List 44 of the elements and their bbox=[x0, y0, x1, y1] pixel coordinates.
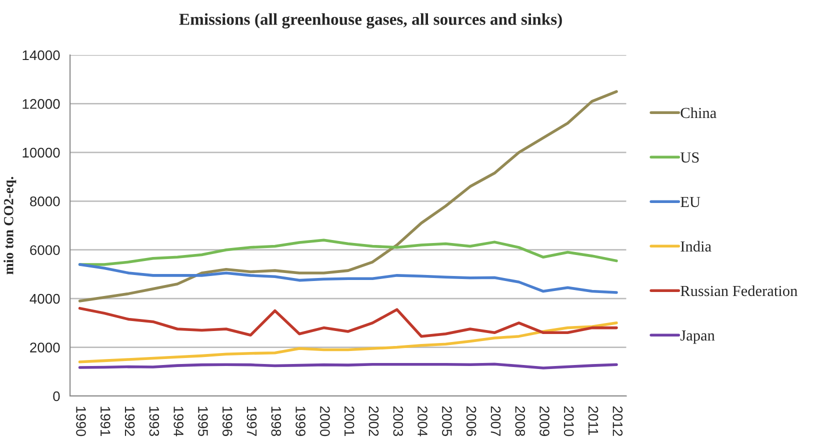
x-tick-label: 2001 bbox=[344, 406, 354, 436]
y-axis-title: mio ton CO2-eq. bbox=[4, 176, 16, 274]
legend-label: China bbox=[680, 107, 716, 118]
line-series bbox=[78, 90, 618, 302]
x-tick-label: 2000 bbox=[320, 406, 330, 436]
x-tick-label: 1992 bbox=[124, 406, 135, 436]
line-series bbox=[78, 322, 618, 364]
x-tick-label: 1996 bbox=[222, 406, 232, 436]
y-tick-label: 6000 bbox=[30, 245, 60, 256]
legend-label: US bbox=[680, 152, 699, 163]
y-tick-label: 14000 bbox=[22, 50, 60, 60]
legend-label: India bbox=[680, 240, 712, 252]
x-tick-label: 2010 bbox=[564, 406, 574, 436]
x-tick-label: 1990 bbox=[76, 406, 86, 436]
x-tick-label: 1998 bbox=[271, 406, 282, 436]
x-tick-label: 1995 bbox=[198, 406, 208, 436]
y-tick-label: 12000 bbox=[22, 99, 60, 109]
x-tick-label: 1997 bbox=[246, 406, 257, 436]
line-series bbox=[78, 263, 618, 294]
x-tick-label: 2012 bbox=[612, 406, 623, 436]
y-tick-label: 4000 bbox=[30, 294, 60, 304]
legend-label: Japan bbox=[680, 330, 715, 344]
x-tick-label: 2007 bbox=[490, 406, 501, 436]
x-tick-label: 2004 bbox=[418, 406, 428, 436]
x-tick-label: 2005 bbox=[442, 406, 452, 436]
x-tick-label: 2011 bbox=[588, 406, 598, 435]
legend-label: Russian Federation bbox=[680, 285, 798, 296]
line-series bbox=[78, 306, 618, 338]
x-tick-label: 1999 bbox=[296, 406, 306, 436]
y-tick-label: 10000 bbox=[22, 148, 60, 158]
legend-label: EU bbox=[680, 196, 700, 208]
chart-title: Emissions (all greenhouse gases, all sources and sinks) bbox=[179, 13, 562, 28]
x-tick-label: 1991 bbox=[100, 406, 110, 436]
x-tick-label: 2009 bbox=[540, 406, 550, 436]
x-tick-label: 1993 bbox=[149, 406, 160, 436]
y-tick-label: 0 bbox=[53, 391, 60, 402]
x-tick-label: 2003 bbox=[393, 406, 404, 436]
x-tick-label: 2008 bbox=[515, 406, 526, 436]
y-tick-label: 8000 bbox=[30, 196, 60, 206]
x-tick-label: 2006 bbox=[466, 406, 476, 436]
x-tick-label: 1994 bbox=[174, 406, 184, 436]
y-tick-label: 2000 bbox=[30, 342, 60, 352]
line-series bbox=[78, 238, 618, 266]
x-tick-label: 2002 bbox=[368, 406, 379, 436]
